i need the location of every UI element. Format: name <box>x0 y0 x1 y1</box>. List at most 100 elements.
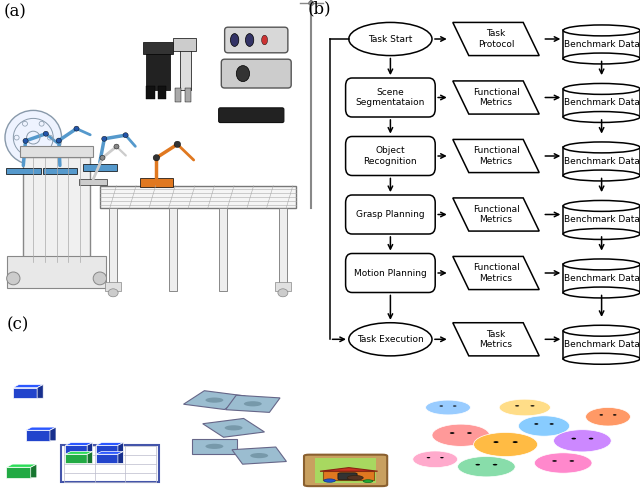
Bar <box>147 86 155 99</box>
Polygon shape <box>87 442 93 454</box>
Bar <box>23 157 90 262</box>
Bar <box>185 88 191 102</box>
FancyBboxPatch shape <box>346 78 435 117</box>
Ellipse shape <box>563 25 640 36</box>
Polygon shape <box>96 442 124 446</box>
Text: Motion Planning: Motion Planning <box>354 268 427 278</box>
Ellipse shape <box>5 110 61 165</box>
Text: Task Start: Task Start <box>368 34 413 43</box>
Text: Benchmark Data: Benchmark Data <box>564 40 639 49</box>
Bar <box>83 164 117 170</box>
Text: Grasp Planning: Grasp Planning <box>356 210 425 219</box>
Polygon shape <box>13 384 43 388</box>
Ellipse shape <box>515 405 519 406</box>
Ellipse shape <box>93 272 106 285</box>
Bar <box>6 256 106 288</box>
Bar <box>563 30 640 58</box>
Ellipse shape <box>589 438 593 440</box>
Ellipse shape <box>572 438 576 440</box>
Polygon shape <box>453 81 540 114</box>
Ellipse shape <box>493 441 499 443</box>
Ellipse shape <box>563 84 640 94</box>
Ellipse shape <box>458 456 515 477</box>
Bar <box>65 446 87 454</box>
Bar <box>26 430 50 441</box>
Ellipse shape <box>476 464 480 466</box>
Text: Benchmark Data: Benchmark Data <box>564 157 639 166</box>
Bar <box>96 454 118 464</box>
Ellipse shape <box>513 441 518 443</box>
Ellipse shape <box>205 444 223 449</box>
Ellipse shape <box>6 272 20 285</box>
Ellipse shape <box>225 426 243 430</box>
Bar <box>6 468 31 478</box>
Ellipse shape <box>563 170 640 181</box>
Ellipse shape <box>552 460 557 462</box>
Ellipse shape <box>440 457 444 458</box>
Text: (a): (a) <box>3 3 26 20</box>
Polygon shape <box>65 442 93 446</box>
Text: Functional
Metrics: Functional Metrics <box>472 146 520 166</box>
Polygon shape <box>225 395 280 412</box>
Bar <box>6 168 40 174</box>
Polygon shape <box>453 256 540 290</box>
Bar <box>96 446 118 454</box>
Polygon shape <box>96 452 124 454</box>
FancyBboxPatch shape <box>338 473 357 480</box>
Ellipse shape <box>278 289 288 297</box>
Text: Scene
Segmentataion: Scene Segmentataion <box>356 88 425 107</box>
Ellipse shape <box>153 154 159 161</box>
Ellipse shape <box>531 405 534 406</box>
Ellipse shape <box>570 460 574 462</box>
Ellipse shape <box>474 432 538 456</box>
Polygon shape <box>453 198 540 231</box>
Text: Benchmark Data: Benchmark Data <box>564 340 639 349</box>
Bar <box>140 178 173 187</box>
Polygon shape <box>320 468 378 471</box>
Bar <box>315 458 376 483</box>
Ellipse shape <box>563 326 640 336</box>
Text: (b): (b) <box>307 0 331 17</box>
Ellipse shape <box>262 35 268 45</box>
Ellipse shape <box>563 142 640 153</box>
Polygon shape <box>50 427 56 441</box>
Bar <box>175 88 181 102</box>
Ellipse shape <box>450 432 454 434</box>
Text: Object
Recognition: Object Recognition <box>364 146 417 166</box>
Polygon shape <box>118 452 124 464</box>
Ellipse shape <box>347 476 363 480</box>
Bar <box>563 89 640 117</box>
Text: Functional
Metrics: Functional Metrics <box>472 88 520 107</box>
Ellipse shape <box>563 259 640 270</box>
Ellipse shape <box>364 480 372 482</box>
Bar <box>323 471 374 480</box>
Polygon shape <box>87 452 93 464</box>
Ellipse shape <box>114 144 119 149</box>
Bar <box>147 51 170 90</box>
Bar <box>180 48 191 90</box>
Ellipse shape <box>244 401 262 406</box>
Polygon shape <box>26 427 56 430</box>
Bar <box>219 208 227 291</box>
Ellipse shape <box>250 453 268 458</box>
Polygon shape <box>453 322 540 356</box>
Text: (c): (c) <box>6 317 29 334</box>
Ellipse shape <box>349 322 432 356</box>
Polygon shape <box>37 384 43 398</box>
Ellipse shape <box>586 408 630 426</box>
FancyBboxPatch shape <box>346 195 435 234</box>
Ellipse shape <box>534 453 592 473</box>
Bar <box>563 330 640 359</box>
Bar <box>563 264 640 292</box>
Ellipse shape <box>563 112 640 122</box>
Ellipse shape <box>308 1 314 6</box>
Text: Task
Metrics: Task Metrics <box>479 330 513 349</box>
Text: Benchmark Data: Benchmark Data <box>564 216 639 224</box>
Ellipse shape <box>44 131 49 136</box>
Ellipse shape <box>236 66 250 82</box>
Ellipse shape <box>613 414 616 416</box>
Ellipse shape <box>102 136 107 141</box>
Bar <box>563 206 640 234</box>
Ellipse shape <box>174 141 180 148</box>
Bar <box>43 168 77 174</box>
